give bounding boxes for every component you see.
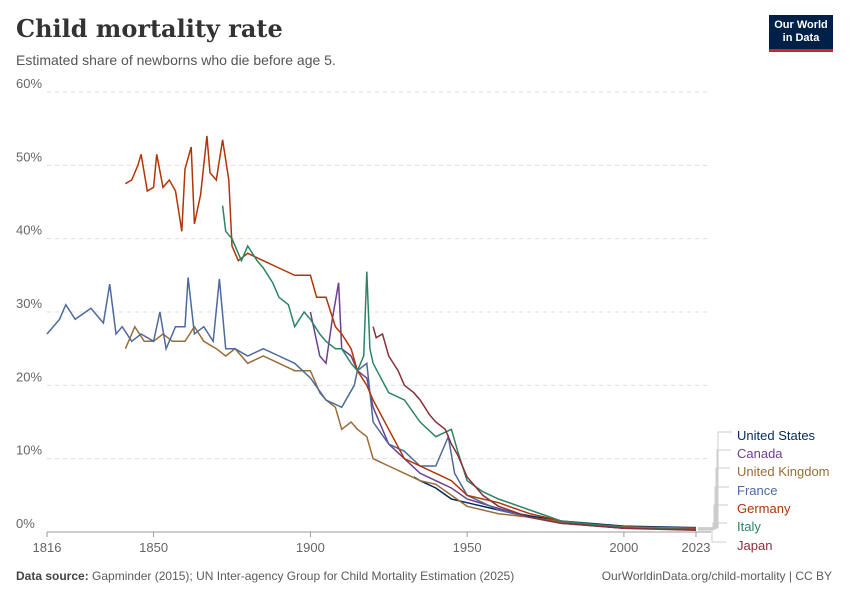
series-line-germany	[125, 135, 697, 530]
legend-connector	[698, 529, 726, 543]
x-tick-label: 1900	[296, 540, 325, 555]
series-line-italy	[221, 205, 697, 531]
chart-subtitle: Estimated share of newborns who die befo…	[16, 52, 336, 68]
y-tick-label: 0%	[16, 516, 35, 531]
legend-connector	[698, 431, 732, 529]
chart-title: Child mortality rate	[16, 14, 283, 43]
y-tick-label: 50%	[16, 149, 42, 164]
owid-logo[interactable]: Our World in Data	[769, 15, 833, 52]
x-tick-label: 1816	[33, 540, 62, 555]
y-tick-label: 10%	[16, 443, 42, 458]
source-text: Gapminder (2015); UN Inter-agency Group …	[92, 569, 515, 583]
legend-label: France	[737, 483, 777, 498]
legend-connector	[698, 504, 728, 530]
y-tick-label: 60%	[16, 76, 42, 91]
x-tick-label: 1850	[139, 540, 168, 555]
source-label: Data source:	[16, 569, 89, 583]
series-line-united-kingdom	[124, 325, 697, 530]
legend-label: Italy	[737, 519, 761, 534]
y-tick-label: 40%	[16, 223, 42, 238]
source-url[interactable]: OurWorldinData.org/child-mortality | CC …	[601, 569, 832, 583]
series-line-france	[46, 277, 697, 530]
legend-connector	[698, 467, 730, 529]
legend-label: Japan	[737, 538, 772, 553]
legend-label: Canada	[737, 446, 783, 461]
x-tick-label: 1950	[453, 540, 482, 555]
y-tick-label: 20%	[16, 369, 42, 384]
legend-label: United Kingdom	[737, 464, 830, 479]
data-source: Data source: Gapminder (2015); UN Inter-…	[16, 569, 514, 583]
x-tick-label: 2023	[682, 540, 711, 555]
series-line-japan	[372, 326, 697, 531]
legend-label: United States	[737, 428, 816, 443]
x-tick-label: 2000	[609, 540, 638, 555]
legend-label: Germany	[737, 501, 791, 516]
y-tick-label: 30%	[16, 296, 42, 311]
